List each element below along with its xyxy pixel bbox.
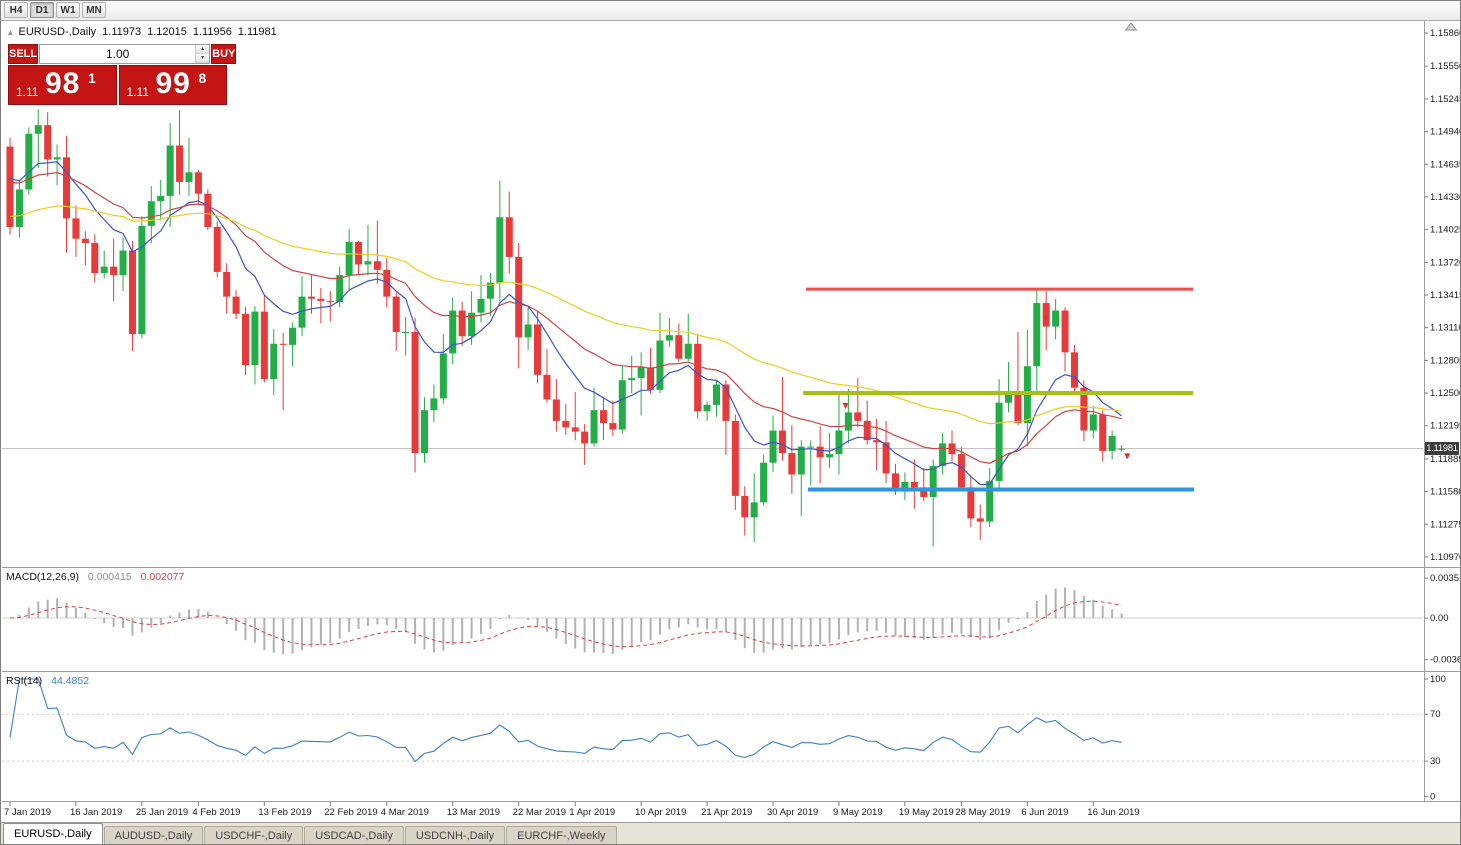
chart-tab-usdcad-daily[interactable]: USDCAD-,Daily: [304, 826, 404, 845]
price-axis-label: 1.14635: [1430, 159, 1461, 170]
date-axis-label: 9 May 2019: [833, 807, 883, 818]
date-axis-label: 22 Mar 2019: [513, 807, 566, 818]
date-axis-label: 25 Jan 2019: [136, 807, 188, 818]
rsi-axis-label: 100: [1430, 674, 1446, 685]
chart-tab-audusd-daily[interactable]: AUDUSD-,Daily: [103, 826, 204, 845]
ohlc-open: 1.11973: [102, 26, 142, 38]
date-axis-label: 22 Feb 2019: [324, 807, 377, 818]
macd-signal-value: 0.002077: [140, 571, 185, 583]
volume-decrease-button[interactable]: ▾: [196, 54, 210, 63]
rsi-axis-label: 70: [1430, 709, 1441, 720]
price-axis-label: 1.15550: [1430, 61, 1461, 72]
price-axis-label: 1.11275: [1430, 519, 1461, 530]
macd-axis-label: -0.00367: [1430, 655, 1461, 666]
price-axis-label: 1.13415: [1430, 290, 1461, 301]
price-chart-canvas[interactable]: 1.15860 1.15550 1.15245 1.14940 1.14635 1.143…: [0, 0, 1461, 822]
price-axis-label: 1.13110: [1430, 323, 1461, 334]
timeframe-toolbar: H4 D1 W1 MN: [0, 0, 1461, 21]
volume-increase-button[interactable]: ▴: [196, 45, 210, 54]
price-axis-label: 1.15860: [1430, 28, 1461, 39]
sell-price-pip: 1: [88, 70, 96, 86]
macd-histogram: [18, 587, 1123, 655]
date-axis-label: 30 Apr 2019: [767, 807, 818, 818]
candlesticks: [6, 109, 1126, 547]
price-axis-label: 1.14025: [1430, 225, 1461, 236]
date-axis-label: 16 Jan 2019: [70, 807, 122, 818]
buy-quote-box[interactable]: 1.11 99 8: [118, 65, 227, 105]
volume-steppers: ▴ ▾: [195, 45, 210, 63]
price-axis-label: 1.10970: [1430, 552, 1461, 563]
buy-price-big: 99: [155, 67, 191, 100]
moving-average-10: [9, 161, 1122, 486]
date-axis-label: 4 Feb 2019: [192, 807, 240, 818]
timeframe-button-d1[interactable]: D1: [30, 2, 54, 18]
rsi-label: RSI(14): [6, 675, 43, 687]
sell-arrow-marker: [1124, 453, 1131, 460]
price-axis-label: 1.12805: [1430, 355, 1461, 366]
price-axis-label: 1.14330: [1430, 192, 1461, 203]
sell-button[interactable]: SELL: [8, 44, 39, 64]
macd-main-value: 0.000415: [87, 571, 132, 583]
buy-price-prefix: 1.11: [126, 85, 149, 99]
date-axis-label: 10 Apr 2019: [635, 807, 686, 818]
chart-tab-eurusd-daily[interactable]: EURUSD-,Daily: [3, 823, 103, 845]
macd-axis-label: 0.00: [1430, 613, 1449, 624]
date-axis-label: 19 May 2019: [899, 807, 954, 818]
volume-group: ▴ ▾: [39, 44, 211, 64]
buy-price-pip: 8: [198, 70, 207, 86]
chart-tabs-bar: EURUSD-,Daily AUDUSD-,Daily USDCHF-,Daily U…: [0, 822, 1461, 845]
date-axis-label: 1 Apr 2019: [569, 807, 615, 818]
volume-input[interactable]: [40, 45, 196, 63]
price-axis-label: 1.12500: [1430, 388, 1461, 399]
rsi-axis-label: 30: [1430, 756, 1441, 767]
chart-tab-usdcnh-daily[interactable]: USDCNH-,Daily: [404, 826, 506, 845]
current-price-badge: 1.11981: [1425, 442, 1459, 455]
ohlc-high: 1.12015: [147, 26, 187, 38]
sell-price-big: 98: [45, 67, 81, 100]
date-axis-label: 4 Mar 2019: [381, 807, 429, 818]
price-axis-label: 1.14940: [1430, 127, 1461, 138]
rsi-header: RSI(14) 44.4852: [6, 675, 89, 687]
date-axis-label: 6 Jun 2019: [1021, 807, 1068, 818]
sell-arrow-marker: [842, 402, 849, 409]
moving-average-55: [9, 205, 1122, 425]
chart-tab-eurchf-weekly[interactable]: EURCHF-,Weekly: [506, 826, 617, 845]
ohlc-low: 1.11956: [192, 26, 232, 38]
price-axis[interactable]: [1424, 32, 1429, 558]
price-axis-label: 1.12195: [1430, 421, 1461, 432]
price-axis-label: 1.15245: [1430, 94, 1461, 105]
one-click-trading-panel: SELL ▴ ▾ BUY 1.11 98 1 1.11 99 8: [8, 44, 237, 105]
date-axis-label: 21 Apr 2019: [701, 807, 752, 818]
ohlc-close: 1.11981: [237, 26, 277, 38]
date-axis-label: 13 Feb 2019: [258, 807, 311, 818]
chart-tab-usdchf-daily[interactable]: USDCHF-,Daily: [204, 826, 304, 845]
moving-average-25: [9, 171, 1122, 464]
timeframe-button-mn[interactable]: MN: [82, 2, 106, 18]
price-axis-label: 1.13720: [1430, 257, 1461, 268]
timeframe-button-w1[interactable]: W1: [56, 2, 80, 18]
date-axis-label: 7 Jan 2019: [4, 807, 51, 818]
rsi-axis-label: 0: [1430, 791, 1435, 802]
rsi-value: 44.4852: [51, 675, 90, 687]
symbol-period-label: EURUSD-,Daily: [18, 26, 97, 38]
macd-axis-label: 0.003518: [1430, 573, 1461, 584]
rsi-line: [9, 678, 1122, 763]
macd-label: MACD(12,26,9): [6, 571, 79, 583]
price-axis-label: 1.11885: [1430, 454, 1461, 465]
sell-quote-box[interactable]: 1.11 98 1: [8, 65, 117, 105]
buy-button[interactable]: BUY: [211, 44, 237, 64]
timeframe-button-h4[interactable]: H4: [4, 2, 28, 18]
date-axis-label: 16 Jun 2019: [1087, 807, 1139, 818]
sell-price-prefix: 1.11: [16, 85, 39, 99]
macd-signal-line: [9, 600, 1122, 648]
date-axis-label: 13 Mar 2019: [447, 807, 500, 818]
date-axis-label: 28 May 2019: [955, 807, 1010, 818]
sell-arrow-marker: [1043, 316, 1050, 323]
price-axis-label: 1.11580: [1430, 487, 1461, 498]
chart-ohlc-title: ▴ EURUSD-,Daily 1.11973 1.12015 1.11956 …: [8, 26, 277, 38]
macd-header: MACD(12,26,9) 0.000415 0.002077: [6, 571, 184, 583]
chart-shift-marker[interactable]: [1124, 22, 1138, 31]
oneclick-collapse-icon[interactable]: ▴: [8, 26, 13, 37]
